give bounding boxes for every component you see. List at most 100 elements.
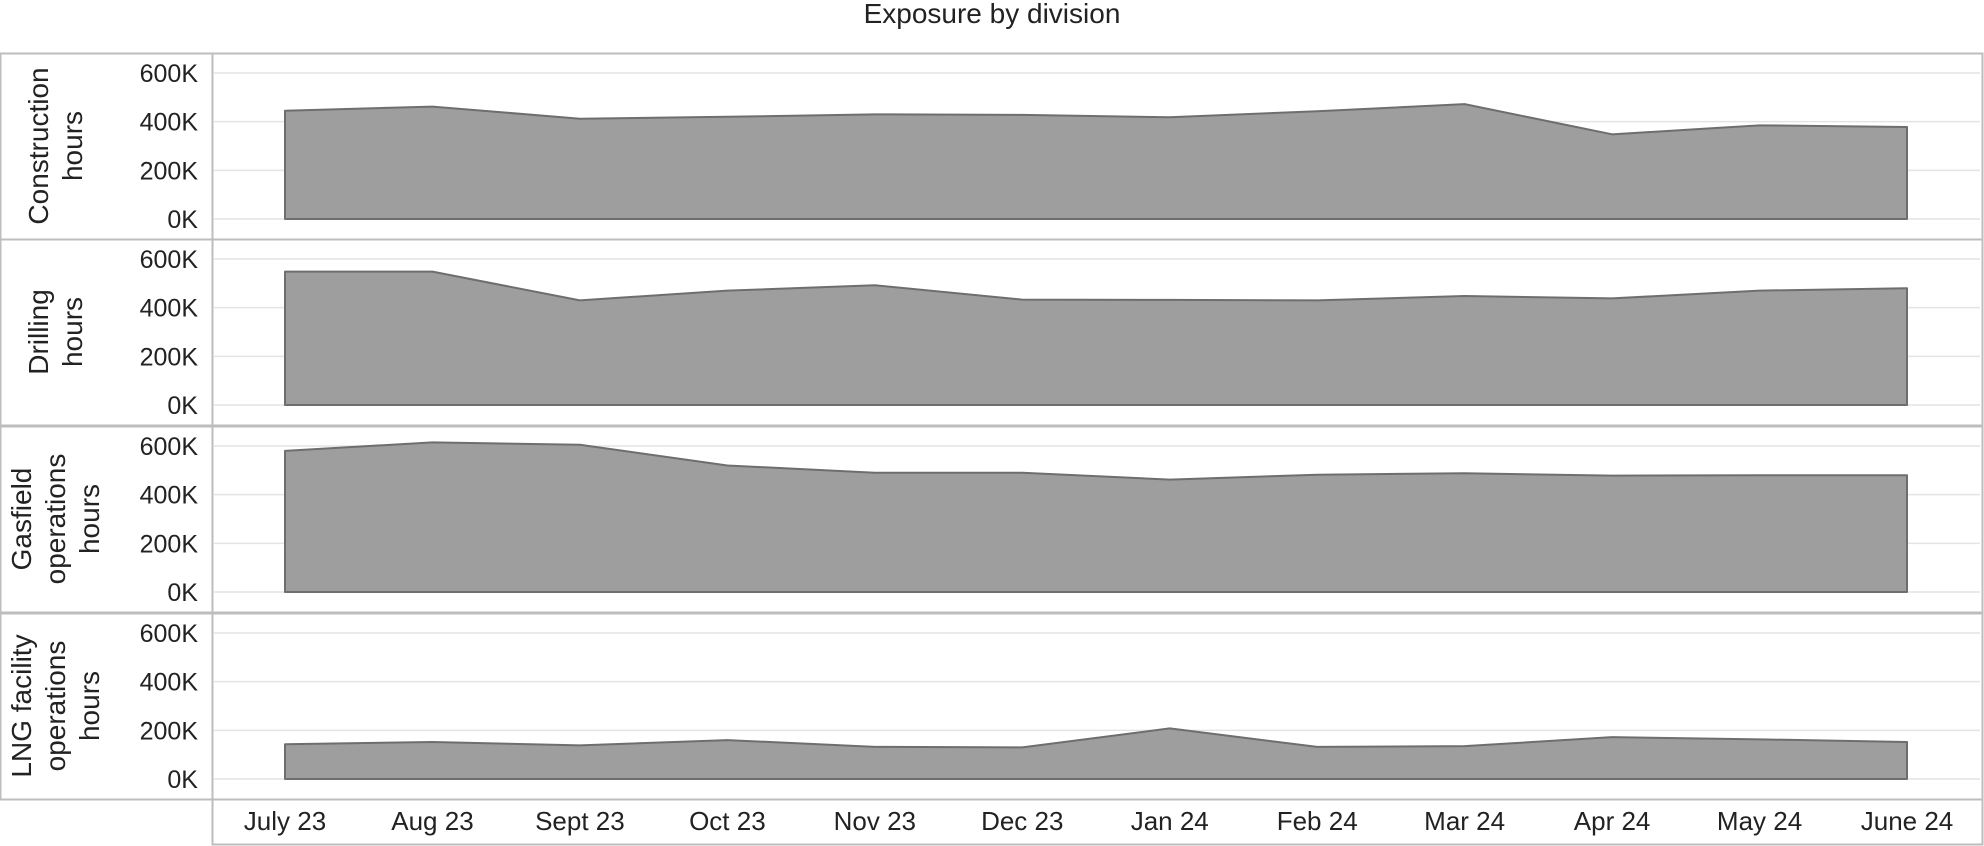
y-tick-label: 200K: [140, 530, 199, 558]
y-tick-label: 400K: [140, 109, 199, 137]
data-point: [1316, 474, 1318, 476]
y-tick-label: 0K: [167, 766, 198, 794]
panel-2: 0K 200K 400K 600K Drilling hours: [0, 238, 1984, 427]
panel-label-line: LNG facility: [6, 634, 37, 777]
y-tick-label: 400K: [140, 482, 199, 510]
x-axis-cell: [211, 798, 1984, 846]
data-point: [1169, 727, 1171, 729]
data-point: [1906, 126, 1908, 128]
data-point: [579, 118, 581, 120]
data-point: [1169, 116, 1171, 118]
panel-4: 0K 200K 400K 600K LNG facility operations hour…: [0, 612, 1984, 801]
chart-title: Exposure by division: [864, 0, 1121, 29]
panel-label-line: operations: [40, 641, 71, 772]
data-point: [1611, 736, 1613, 738]
x-axis: July 23 Aug 23 Sept 23 Oct 23 Nov 23 Dec 23 Ja…: [211, 798, 1984, 846]
x-tick-label: Aug 23: [391, 806, 473, 836]
data-point: [1464, 472, 1466, 474]
x-tick-label: May 24: [1717, 806, 1802, 836]
data-point: [1021, 299, 1023, 301]
panel-label-line: hours: [74, 671, 105, 741]
y-tick-label: 600K: [140, 60, 199, 88]
x-tick-label: June 24: [1861, 806, 1954, 836]
data-point: [1169, 299, 1171, 301]
data-point: [1611, 297, 1613, 299]
x-tick-label: Nov 23: [834, 806, 916, 836]
panel-label: Drilling hours: [23, 289, 88, 375]
data-point: [1464, 295, 1466, 297]
x-tick-label: Sept 23: [535, 806, 625, 836]
x-tick-label: Apr 24: [1574, 806, 1651, 836]
data-point: [579, 744, 581, 746]
y-tick-label: 200K: [140, 157, 199, 185]
y-tick-label: 600K: [140, 433, 199, 461]
panel-3: 0K 200K 400K 600K Gasfield operations hours: [0, 425, 1984, 614]
data-point: [1759, 738, 1761, 740]
y-tick-label: 600K: [140, 246, 199, 274]
y-tick-label: 0K: [167, 579, 198, 607]
data-point: [431, 441, 433, 443]
data-point: [431, 271, 433, 273]
panel-1: 0K 200K 400K 600K Construction hours: [0, 52, 1984, 241]
data-point: [1906, 474, 1908, 476]
data-point: [1021, 114, 1023, 116]
data-point: [1759, 124, 1761, 126]
y-tick-label: 0K: [167, 392, 198, 420]
panel-label-line: hours: [74, 484, 105, 554]
data-point: [1316, 110, 1318, 112]
data-point: [579, 299, 581, 301]
y-tick-label: 400K: [140, 669, 199, 697]
area-series-3: [284, 441, 1908, 593]
panel-label-line: operations: [40, 454, 71, 585]
panel-label-line: Gasfield: [6, 468, 37, 571]
data-point: [726, 290, 728, 292]
y-tick-label: 200K: [140, 717, 199, 745]
data-point: [284, 450, 286, 452]
data-point: [1611, 133, 1613, 135]
x-tick-label: Dec 23: [981, 806, 1063, 836]
data-point: [874, 284, 876, 286]
panel-label-line: hours: [57, 111, 88, 181]
area-series-4: [284, 727, 1908, 780]
y-tick-label: 0K: [167, 206, 198, 234]
data-point: [431, 106, 433, 108]
y-tick-label: 400K: [140, 295, 199, 323]
data-point: [1464, 745, 1466, 747]
data-point: [1316, 746, 1318, 748]
data-point: [1021, 746, 1023, 748]
panel-label: LNG facility operations hours: [6, 634, 105, 777]
data-point: [1611, 475, 1613, 477]
x-tick-label: July 23: [244, 806, 326, 836]
data-point: [726, 464, 728, 466]
data-point: [1759, 474, 1761, 476]
data-point: [284, 110, 286, 112]
data-point: [1906, 287, 1908, 289]
data-point: [431, 741, 433, 743]
data-point: [579, 444, 581, 446]
panel-label: Construction hours: [23, 67, 88, 224]
data-point: [284, 743, 286, 745]
data-point: [1906, 741, 1908, 743]
area-series-1: [284, 103, 1908, 220]
y-tick-label: 600K: [140, 620, 199, 648]
panel-label-line: Construction: [23, 67, 54, 224]
panel-label: Gasfield operations hours: [6, 454, 105, 585]
data-point: [726, 739, 728, 741]
x-tick-label: Jan 24: [1131, 806, 1209, 836]
data-point: [1316, 299, 1318, 301]
data-point: [874, 113, 876, 115]
data-point: [1759, 290, 1761, 292]
x-tick-label: Oct 23: [689, 806, 766, 836]
panel-label-line: Drilling: [23, 289, 54, 375]
data-point: [874, 472, 876, 474]
data-point: [726, 116, 728, 118]
data-point: [874, 746, 876, 748]
data-point: [1021, 472, 1023, 474]
area-series-2: [284, 270, 1908, 406]
panel-label-line: hours: [57, 297, 88, 367]
x-tick-label: Mar 24: [1424, 806, 1505, 836]
x-tick-label: Feb 24: [1277, 806, 1358, 836]
data-point: [284, 271, 286, 273]
